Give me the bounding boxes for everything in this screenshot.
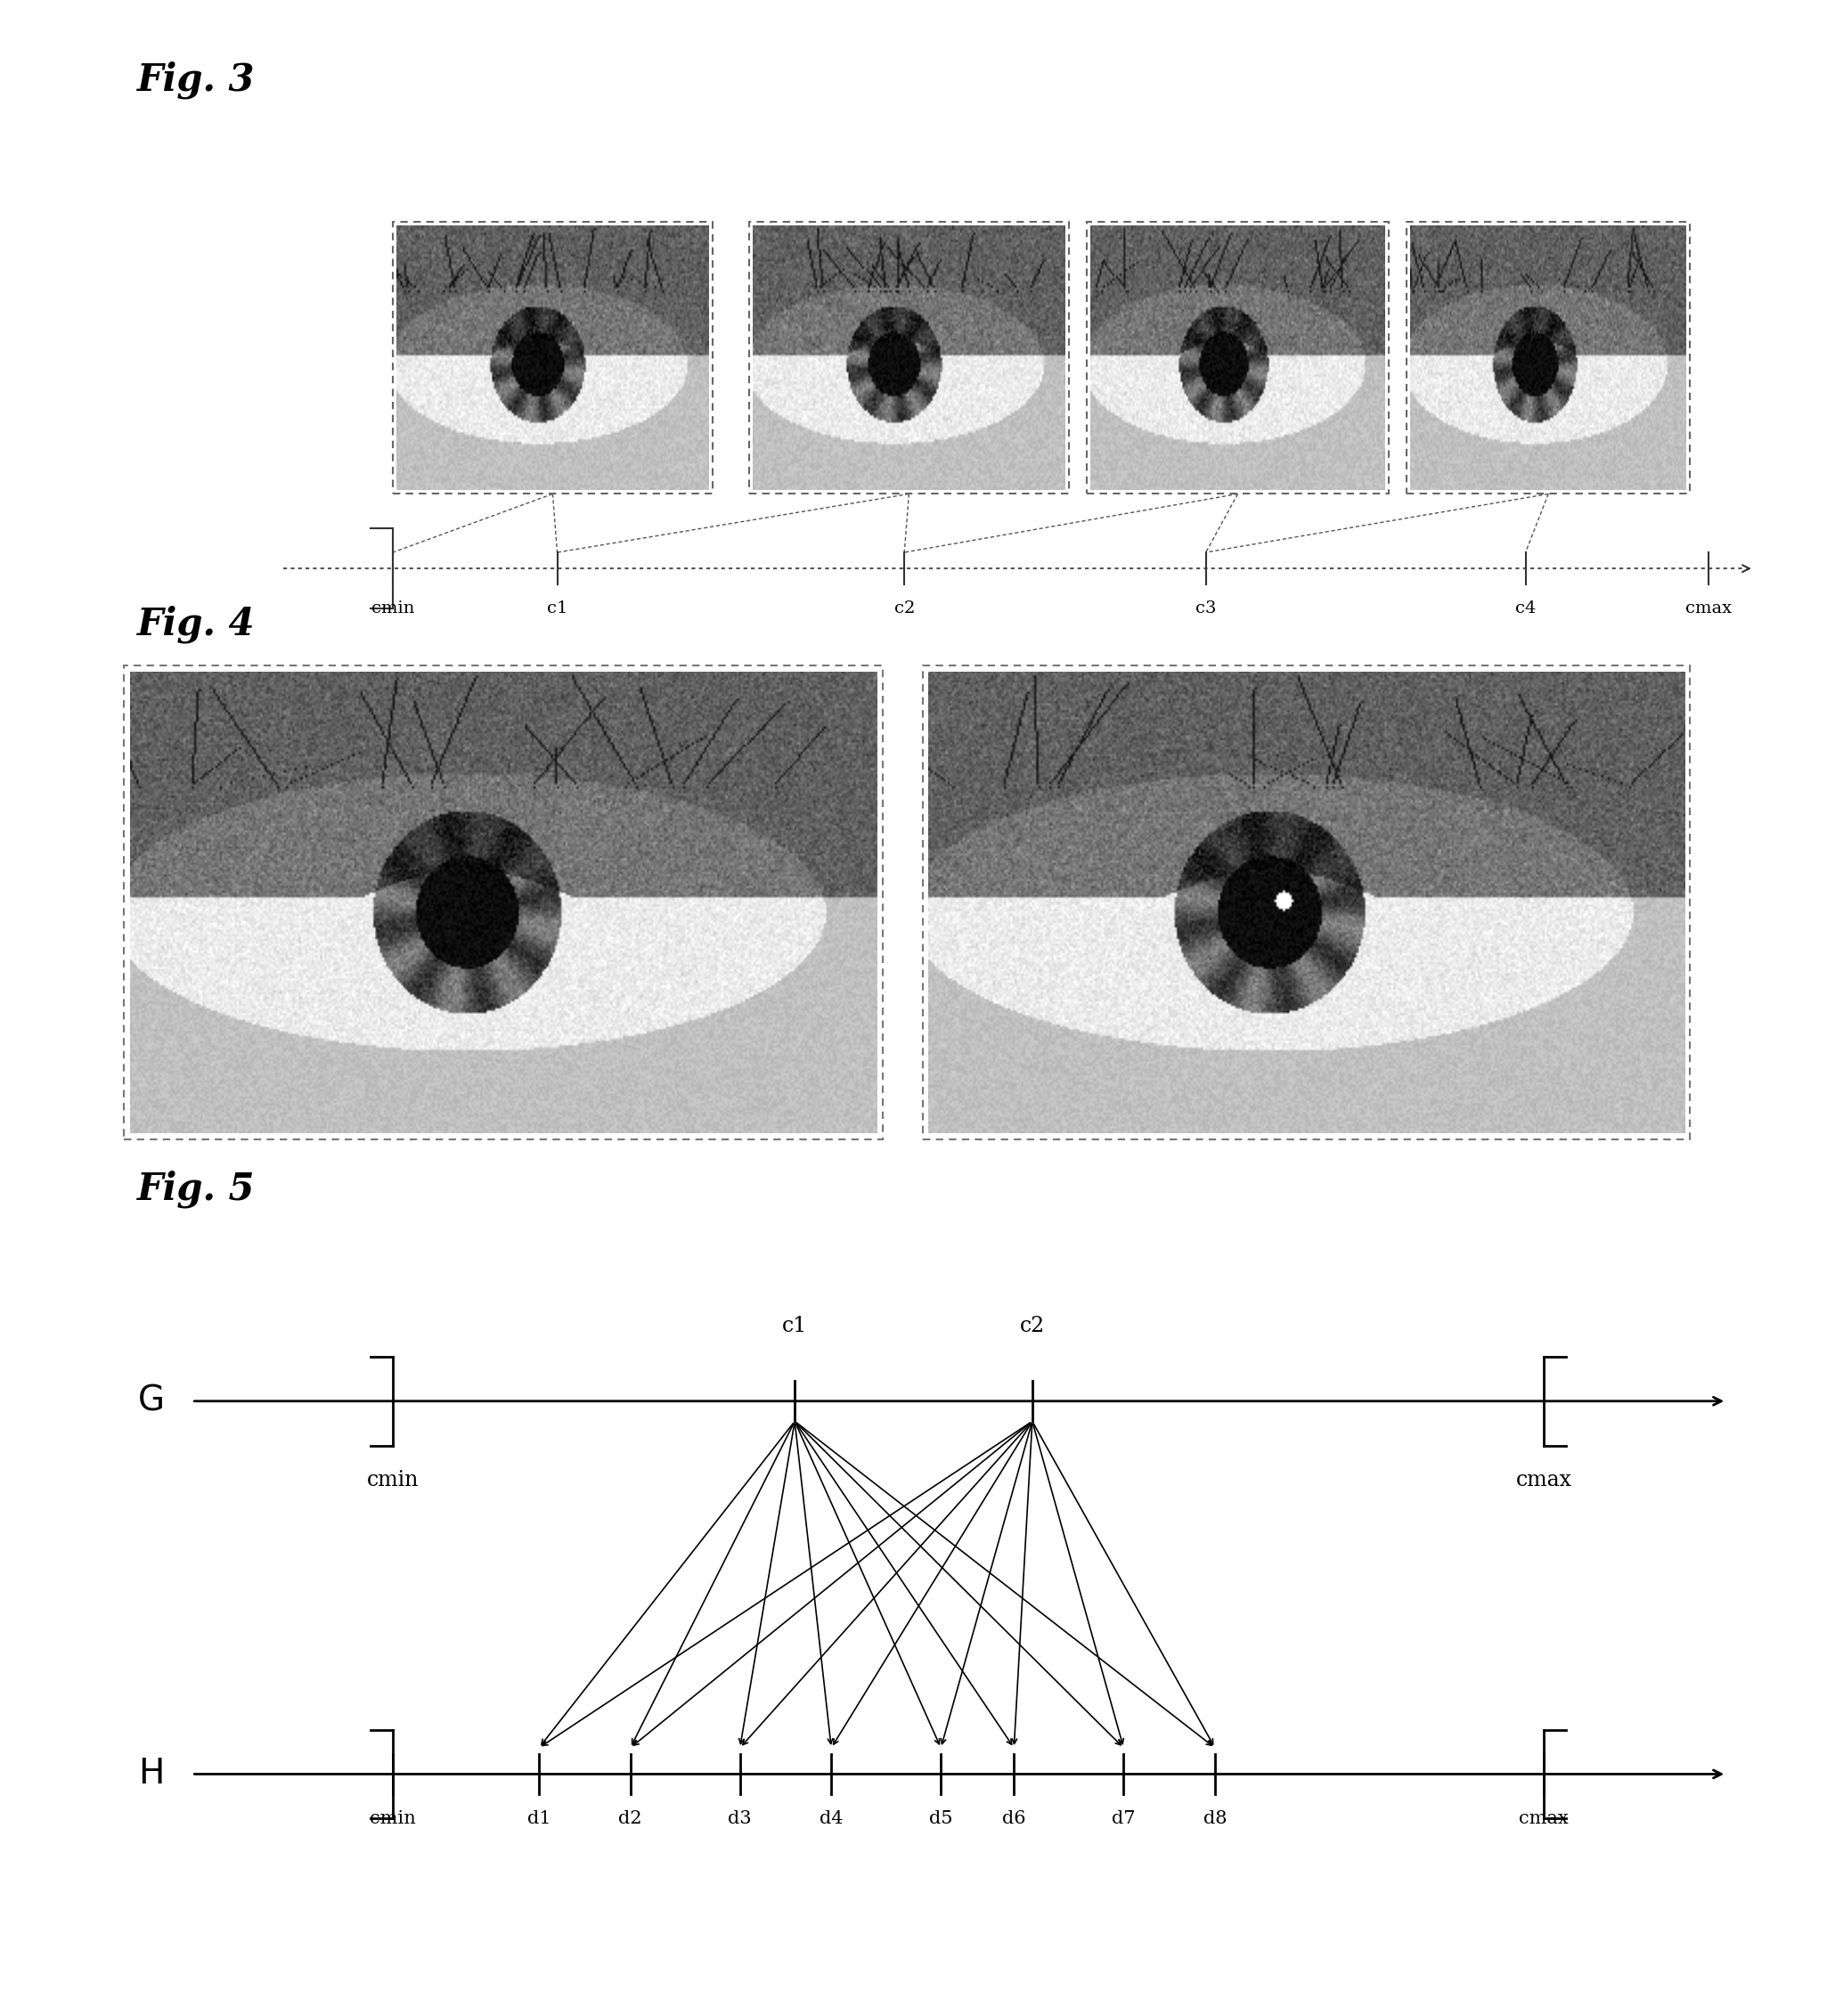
Text: cmin: cmin xyxy=(367,1470,418,1490)
Text: d8: d8 xyxy=(1204,1810,1226,1826)
Text: d6: d6 xyxy=(1003,1810,1025,1826)
Text: d5: d5 xyxy=(930,1810,952,1826)
Text: Fig. 3: Fig. 3 xyxy=(137,60,256,99)
Text: d7: d7 xyxy=(1113,1810,1135,1826)
Text: cmax: cmax xyxy=(1684,601,1732,617)
Text: d4: d4 xyxy=(820,1810,842,1826)
Text: c4: c4 xyxy=(1515,601,1537,617)
Text: d2: d2 xyxy=(619,1810,641,1826)
Text: cmin: cmin xyxy=(371,601,415,617)
Text: c3: c3 xyxy=(1195,601,1217,617)
Text: cmax: cmax xyxy=(1518,1810,1569,1826)
Text: d1: d1 xyxy=(528,1810,550,1826)
Text: c1: c1 xyxy=(782,1316,808,1337)
Text: H: H xyxy=(139,1758,164,1790)
Text: cmax: cmax xyxy=(1516,1470,1571,1490)
Text: c1: c1 xyxy=(546,601,568,617)
Text: d3: d3 xyxy=(729,1810,751,1826)
Text: Fig. 5: Fig. 5 xyxy=(137,1169,256,1208)
Text: cmin: cmin xyxy=(369,1810,417,1826)
Text: Fig. 4: Fig. 4 xyxy=(137,605,256,643)
Text: c2: c2 xyxy=(893,601,915,617)
Text: G: G xyxy=(137,1385,164,1417)
Text: c2: c2 xyxy=(1019,1316,1045,1337)
